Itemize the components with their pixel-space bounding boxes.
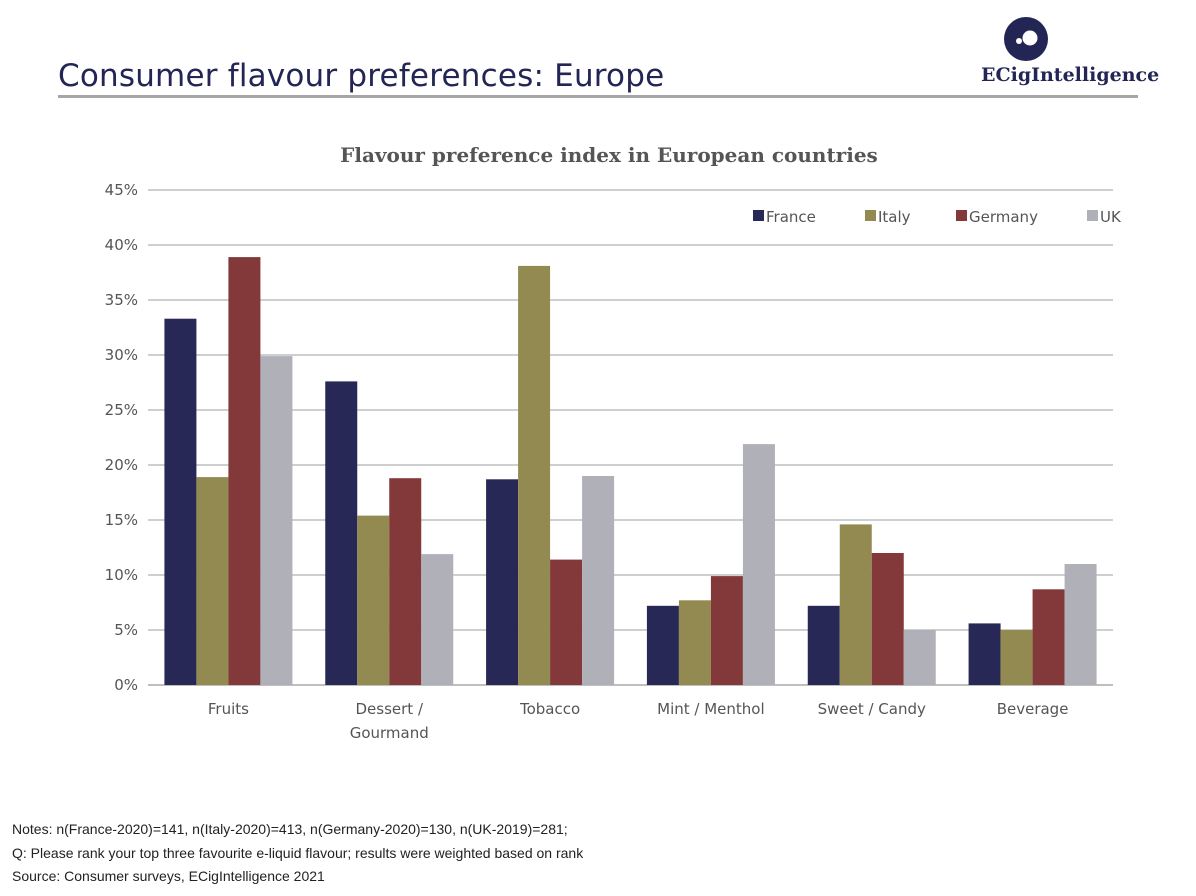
bar-germany-0 bbox=[228, 257, 261, 685]
x-category-label: Beverage bbox=[997, 700, 1069, 718]
brand-logo-icon bbox=[1004, 17, 1048, 61]
y-tick-label: 10% bbox=[105, 566, 138, 584]
x-category-label: Tobacco bbox=[519, 700, 580, 718]
x-category-label: Sweet / Candy bbox=[818, 700, 926, 718]
legend-swatch-italy bbox=[865, 210, 876, 221]
legend: France Italy Germany UK bbox=[753, 208, 1122, 226]
bar-germany-1 bbox=[389, 478, 422, 685]
bar-uk-4 bbox=[903, 630, 936, 685]
bar-germany-5 bbox=[1032, 589, 1065, 685]
x-axis-categories: Fruits Dessert / Gourmand Tobacco Mint / Men… bbox=[208, 700, 1069, 742]
legend-label-italy: Italy bbox=[878, 208, 911, 226]
bar-uk-2 bbox=[582, 476, 615, 685]
title-divider bbox=[58, 95, 1138, 98]
legend-label-uk: UK bbox=[1100, 208, 1122, 226]
legend-swatch-germany bbox=[956, 210, 967, 221]
bar-italy-5 bbox=[1000, 630, 1033, 685]
y-tick-label: 40% bbox=[105, 236, 138, 254]
bar-uk-3 bbox=[742, 444, 775, 685]
notes-question: Q: Please rank your top three favourite … bbox=[12, 845, 584, 861]
bar-italy-3 bbox=[678, 600, 711, 685]
bar-france-1 bbox=[325, 381, 358, 685]
bar-italy-1 bbox=[357, 515, 390, 685]
y-tick-label: 25% bbox=[105, 401, 138, 419]
bar-italy-4 bbox=[839, 524, 872, 685]
bar-france-3 bbox=[646, 605, 679, 685]
y-tick-label: 45% bbox=[105, 181, 138, 199]
x-category-label: Fruits bbox=[208, 700, 249, 718]
x-category-label: Dessert / bbox=[355, 700, 423, 718]
y-tick-label: 35% bbox=[105, 291, 138, 309]
bar-uk-1 bbox=[421, 554, 454, 685]
grid-lines bbox=[148, 189, 1113, 686]
bar-italy-0 bbox=[196, 477, 229, 685]
bar-germany-4 bbox=[871, 553, 904, 685]
notes-sample-sizes: Notes: n(France-2020)=141, n(Italy-2020)… bbox=[12, 821, 568, 837]
x-category-label: Mint / Menthol bbox=[657, 700, 765, 718]
x-category-label: Gourmand bbox=[350, 724, 429, 742]
legend-swatch-france bbox=[753, 210, 764, 221]
y-tick-label: 30% bbox=[105, 346, 138, 364]
bar-france-2 bbox=[486, 479, 519, 685]
chart-title: Flavour preference index in European cou… bbox=[340, 143, 878, 167]
bar-germany-2 bbox=[550, 559, 583, 685]
bar-uk-0 bbox=[260, 356, 293, 685]
page-title: Consumer flavour preferences: Europe bbox=[58, 58, 665, 94]
bar-france-0 bbox=[164, 318, 197, 685]
bars bbox=[164, 257, 1097, 685]
y-tick-label: 0% bbox=[114, 676, 138, 694]
bar-france-4 bbox=[807, 605, 840, 685]
brand-name: ECigIntelligence bbox=[981, 64, 1160, 86]
legend-label-germany: Germany bbox=[969, 208, 1038, 226]
bar-france-5 bbox=[968, 623, 1001, 685]
bar-germany-3 bbox=[710, 576, 743, 685]
bar-italy-2 bbox=[518, 265, 551, 685]
y-tick-label: 5% bbox=[114, 621, 138, 639]
y-axis-ticks: 0% 5% 10% 15% 20% 25% 30% 35% 40% 45% bbox=[105, 181, 138, 694]
notes-source: Source: Consumer surveys, ECigIntelligen… bbox=[12, 868, 325, 884]
legend-swatch-uk bbox=[1087, 210, 1098, 221]
legend-label-france: France bbox=[766, 208, 816, 226]
bar-uk-5 bbox=[1064, 564, 1097, 685]
y-tick-label: 20% bbox=[105, 456, 138, 474]
y-tick-label: 15% bbox=[105, 511, 138, 529]
